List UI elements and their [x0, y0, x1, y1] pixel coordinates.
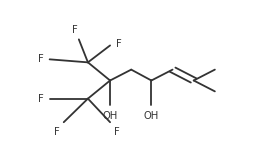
Text: F: F: [114, 127, 120, 137]
Text: F: F: [38, 54, 44, 64]
Text: F: F: [72, 24, 78, 35]
Text: F: F: [38, 94, 44, 104]
Text: F: F: [116, 39, 122, 49]
Text: OH: OH: [144, 111, 159, 121]
Text: OH: OH: [102, 111, 118, 121]
Text: F: F: [54, 127, 60, 137]
